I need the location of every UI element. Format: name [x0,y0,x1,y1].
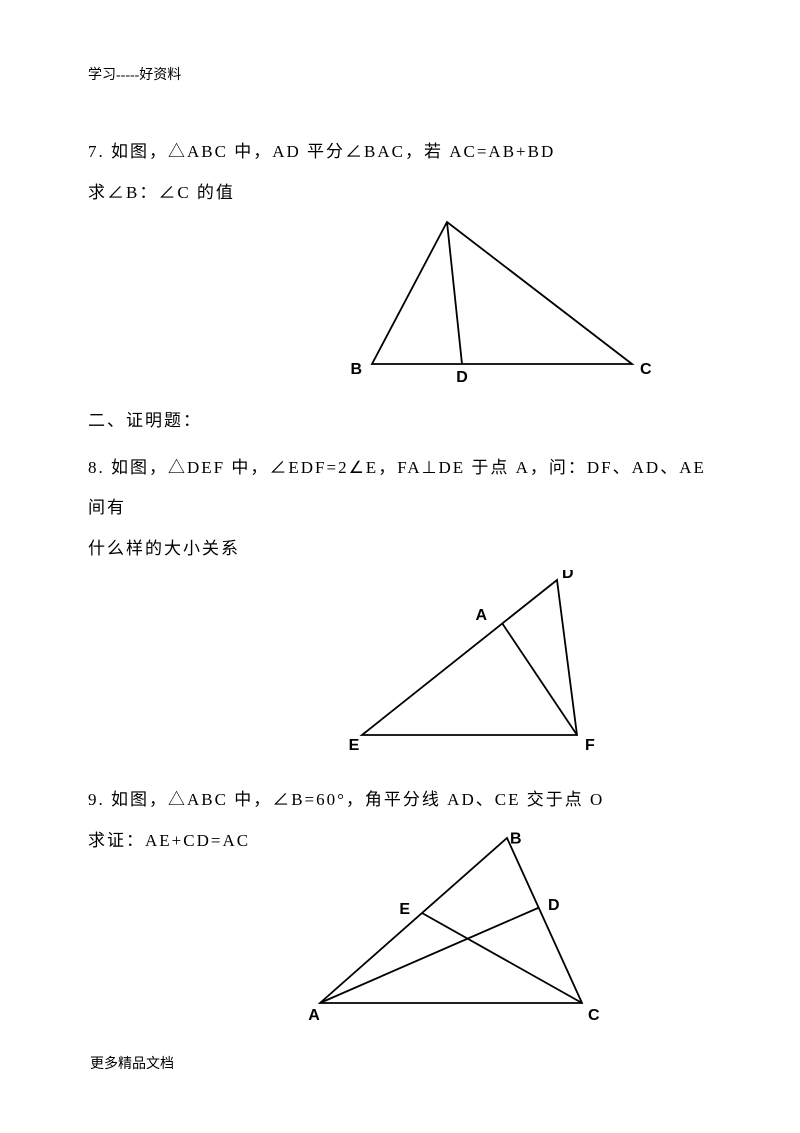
problem-8: 8. 如图，△DEF 中，∠EDF=2∠E，FA⊥DE 于点 A，问：DF、AD… [88,448,712,770]
label-e: E [349,737,360,754]
problem-9-figure: A B C D E [292,828,612,1028]
triangle-def [362,580,577,735]
problem-9-line1: 9. 如图，△ABC 中，∠B=60°，角平分线 AD、CE 交于点 O [88,780,712,821]
problem-7-figure: A B C D [332,214,662,389]
triangle-abc-9 [320,838,582,1003]
section-2-title: 二、证明题： [88,404,712,438]
problem-7-line1: 7. 如图，△ABC 中，AD 平分∠BAC，若 AC=AB+BD [88,132,712,173]
problem-8-figure-wrap: D E F A [88,570,712,770]
segment-ce-9 [422,913,582,1003]
problem-9-line2: 求证：AE+CD=AC [88,821,250,862]
label-e-9: E [399,901,410,918]
segment-ad-9 [320,908,538,1003]
segment-ad [447,222,462,364]
segment-fa [502,623,577,735]
label-c-9: C [588,1007,600,1024]
label-b-9: B [510,830,522,847]
problem-9: 9. 如图，△ABC 中，∠B=60°，角平分线 AD、CE 交于点 O 求证：… [88,780,712,1033]
problem-8-line1: 8. 如图，△DEF 中，∠EDF=2∠E，FA⊥DE 于点 A，问：DF、AD… [88,448,712,530]
problem-7-line2: 求∠B：∠C 的值 [88,173,712,214]
problem-8-figure: D E F A [332,570,622,765]
page-footer: 更多精品文档 [90,1053,174,1073]
label-a: A [442,214,454,217]
label-a: A [475,607,487,624]
label-b: B [350,361,362,378]
label-f: F [585,737,595,754]
triangle-abc [372,222,632,364]
label-d-9: D [548,897,560,914]
problem-8-line2: 什么样的大小关系 [88,529,712,570]
label-a-9: A [308,1007,320,1024]
problem-7: 7. 如图，△ABC 中，AD 平分∠BAC，若 AC=AB+BD 求∠B：∠C… [88,132,712,394]
label-d: D [562,570,574,582]
label-c: C [640,361,652,378]
page-header: 学习-----好资料 [88,64,712,84]
label-d: D [456,369,468,386]
problem-7-figure-wrap: A B C D [88,214,712,394]
